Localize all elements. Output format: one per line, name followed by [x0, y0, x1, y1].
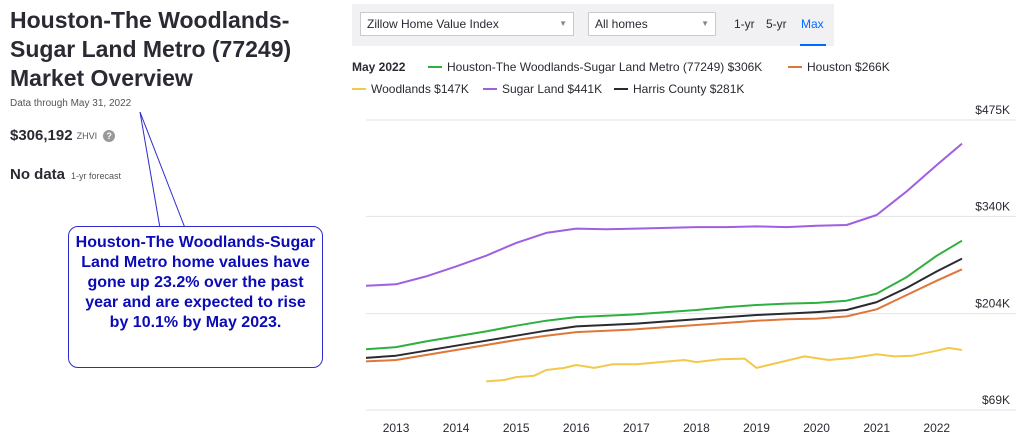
callout-pointer-line [139, 111, 186, 229]
x-tick-label: 2013 [383, 421, 410, 435]
home-type-select[interactable]: All homes ▼ [588, 12, 716, 36]
zhvi-row: $306,192 ZHVI ? [10, 127, 330, 144]
legend-swatch [352, 87, 366, 90]
x-tick-label: 2021 [863, 421, 890, 435]
legend-item-metro[interactable]: Houston-The Woodlands-Sugar Land Metro (… [428, 60, 762, 74]
y-tick-label: $475K [975, 103, 1010, 117]
metric-select-value: Zillow Home Value Index [367, 17, 499, 31]
range-5yr-button[interactable]: 5-yr [766, 17, 787, 31]
metric-select[interactable]: Zillow Home Value Index ▼ [360, 12, 574, 36]
x-tick-label: 2017 [623, 421, 650, 435]
series-line-harris-county [365, 257, 963, 359]
series-line-woodlands [486, 346, 963, 383]
callout-pointer-line [139, 111, 161, 229]
chevron-down-icon: ▼ [701, 19, 709, 28]
legend-swatch [614, 87, 628, 90]
legend-item-harris-county[interactable]: Harris County $281K [614, 82, 744, 96]
series-line-houston [365, 268, 963, 363]
forecast-row: No data 1-yr forecast [10, 166, 330, 183]
legend-swatch [788, 65, 802, 68]
legend-label: Woodlands $147K [371, 82, 469, 96]
annotation-callout: Houston-The Woodlands-Sugar Land Metro h… [68, 226, 323, 368]
y-tick-label: $69K [982, 393, 1010, 407]
legend-item-houston[interactable]: Houston $266K [788, 60, 890, 74]
x-tick-label: 2014 [443, 421, 470, 435]
y-axis-ticks: $475K $340K $204K $69K [975, 103, 1010, 407]
forecast-value: No data [10, 166, 66, 183]
legend-label: Harris County $281K [633, 82, 745, 96]
legend-label: Sugar Land $441K [502, 82, 603, 96]
chart-controls: Zillow Home Value Index ▼ All homes ▼ 1-… [352, 4, 834, 46]
x-tick-label: 2020 [803, 421, 830, 435]
x-axis-ticks: 2013 2014 2015 2016 2017 2018 2019 2020 2021 2022 [383, 421, 951, 435]
range-max-button[interactable]: Max [801, 17, 824, 31]
zhvi-label: ZHVI [76, 130, 98, 141]
chart-lines [365, 142, 963, 383]
chart-grid [366, 119, 1016, 411]
series-line-sugar-land [365, 142, 963, 287]
chevron-down-icon: ▼ [559, 19, 567, 28]
data-through-date: Data through May 31, 2022 [10, 98, 132, 109]
callout-pointer [139, 111, 186, 229]
y-tick-label: $340K [975, 199, 1010, 213]
legend-label: Houston-The Woodlands-Sugar Land Metro (… [447, 60, 763, 74]
legend-label: Houston $266K [807, 60, 890, 74]
legend-swatch [428, 65, 442, 68]
active-range-underline [800, 44, 826, 46]
callout-text: Houston-The Woodlands-Sugar Land Metro h… [75, 234, 316, 331]
legend-date: May 2022 [352, 60, 406, 74]
x-tick-label: 2015 [503, 421, 530, 435]
overview-panel: Houston-The Woodlands-Sugar Land Metro (… [10, 6, 330, 183]
x-tick-label: 2018 [683, 421, 710, 435]
x-tick-label: 2016 [563, 421, 590, 435]
home-type-select-value: All homes [595, 17, 648, 31]
x-tick-label: 2019 [743, 421, 770, 435]
legend-item-sugar-land[interactable]: Sugar Land $441K [483, 82, 602, 96]
range-1yr-button[interactable]: 1-yr [734, 17, 755, 31]
series-line-houston-the-woodlands-sugar-land-metro-77249 [365, 239, 963, 351]
forecast-label: 1-yr forecast [71, 171, 122, 181]
zhvi-value: $306,192 [10, 127, 73, 144]
help-icon[interactable]: ? [103, 129, 116, 142]
legend-swatch [483, 87, 497, 90]
x-tick-label: 2022 [923, 421, 950, 435]
page-title: Houston-The Woodlands-Sugar Land Metro (… [10, 7, 292, 91]
legend-item-woodlands[interactable]: Woodlands $147K [352, 82, 469, 96]
y-tick-label: $204K [975, 297, 1010, 311]
